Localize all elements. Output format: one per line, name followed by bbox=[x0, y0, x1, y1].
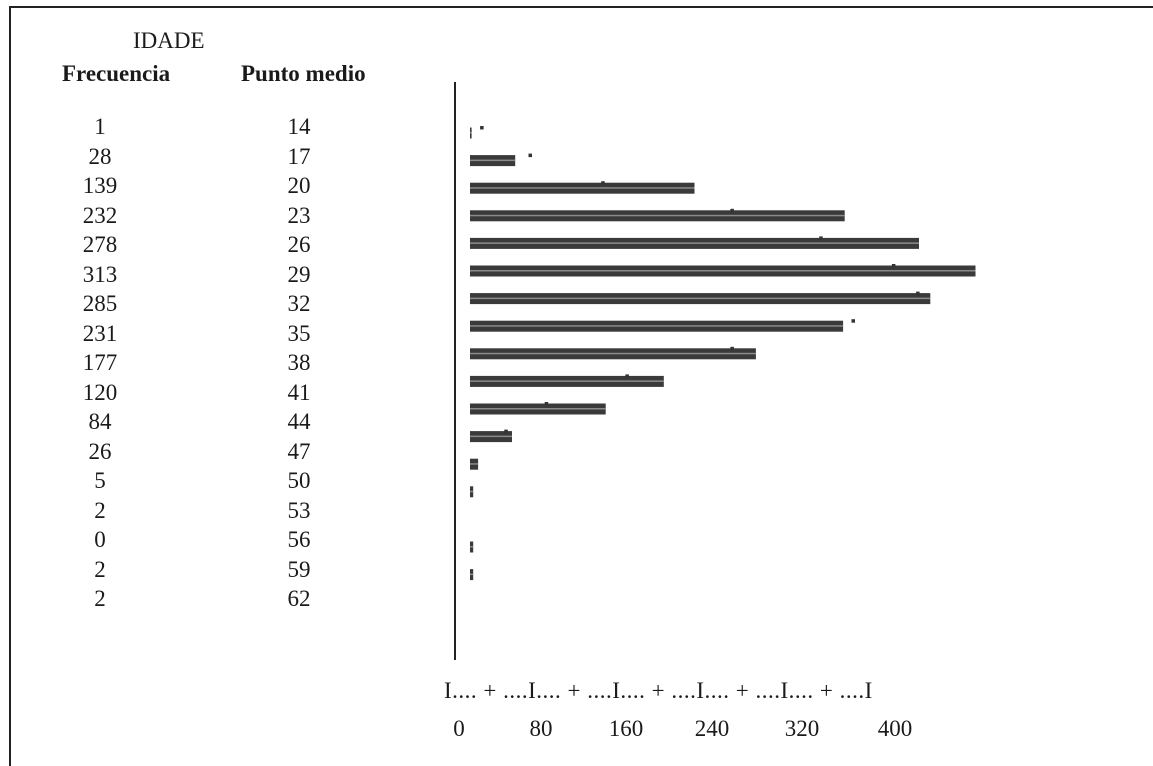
frequency-value: 139 bbox=[82, 173, 118, 198]
expected-marker bbox=[601, 181, 605, 185]
frequency-value: 5 bbox=[94, 468, 106, 493]
bar-texture bbox=[470, 214, 845, 217]
frequency-value: 1 bbox=[94, 114, 106, 139]
midpoint-value: 38 bbox=[287, 350, 311, 375]
frequency-value: 278 bbox=[82, 232, 118, 257]
midpoint-column: 14 17 20 23 26 29 32 35 38 41 44 47 50 53 56 59 62 bbox=[247, 112, 351, 614]
expected-marker bbox=[730, 346, 734, 351]
bar-texture bbox=[470, 435, 512, 438]
midpoint-value: 14 bbox=[287, 114, 311, 139]
expected-marker bbox=[528, 153, 532, 158]
midpoint-value: 59 bbox=[287, 556, 311, 582]
frequency-value: 177 bbox=[82, 350, 118, 375]
bar-texture bbox=[470, 242, 919, 244]
expected-marker bbox=[819, 236, 823, 240]
x-tick-label: 400 bbox=[877, 716, 913, 741]
x-tick-label: 80 bbox=[529, 716, 553, 741]
bar-texture bbox=[470, 325, 844, 327]
bar-texture bbox=[470, 159, 516, 162]
bar-texture bbox=[470, 546, 474, 548]
bar-texture bbox=[470, 352, 756, 355]
midpoint-value: 44 bbox=[287, 409, 311, 434]
frequency-value: 84 bbox=[88, 409, 112, 434]
frequency-header: Frecuencia bbox=[62, 61, 171, 86]
bar-texture bbox=[470, 297, 931, 300]
midpoint-value: 47 bbox=[287, 438, 311, 464]
midpoint-header: Punto medio bbox=[241, 61, 366, 86]
midpoint-value: 29 bbox=[287, 261, 311, 287]
expected-marker bbox=[851, 319, 855, 323]
expected-marker bbox=[891, 264, 896, 268]
midpoint-value: 32 bbox=[287, 291, 311, 316]
frequency-value: 231 bbox=[82, 320, 118, 346]
expected-marker bbox=[916, 291, 920, 296]
frequency-value: 313 bbox=[82, 261, 118, 287]
frequency-column: 1 28 139 232 278 313 285 231 177 120 84 26 5 2 0 2 2 bbox=[48, 112, 152, 614]
midpoint-value: 23 bbox=[287, 202, 311, 228]
expected-marker bbox=[625, 374, 629, 378]
table-title: IDADE bbox=[133, 28, 205, 53]
midpoint-value: 62 bbox=[287, 586, 311, 611]
frequency-value: 0 bbox=[94, 527, 106, 552]
midpoint-value: 35 bbox=[287, 320, 311, 346]
midpoint-value: 26 bbox=[287, 232, 311, 257]
frequency-value: 26 bbox=[88, 438, 112, 464]
midpoint-value: 56 bbox=[287, 527, 311, 552]
x-tick-label: 160 bbox=[608, 716, 644, 741]
bar-texture bbox=[470, 132, 472, 134]
bar-texture bbox=[470, 573, 474, 576]
bar-texture bbox=[470, 463, 479, 465]
midpoint-value: 20 bbox=[287, 173, 311, 198]
bar-texture bbox=[470, 380, 664, 382]
bar-texture bbox=[470, 490, 474, 493]
frequency-value: 232 bbox=[82, 202, 118, 228]
frequency-value: 285 bbox=[82, 291, 118, 316]
midpoint-value: 53 bbox=[287, 497, 311, 523]
expected-marker bbox=[504, 429, 508, 434]
expected-marker bbox=[480, 126, 484, 130]
bar-texture bbox=[470, 270, 976, 272]
frequency-value: 2 bbox=[94, 586, 106, 611]
frequency-value: 28 bbox=[88, 143, 112, 169]
x-tick-label: 240 bbox=[694, 716, 730, 741]
bar-texture bbox=[470, 408, 606, 410]
x-axis-scale: I.... + ....I.... + ....I.... + ....I...… bbox=[444, 678, 873, 703]
midpoint-value: 17 bbox=[287, 143, 311, 169]
x-tick-label: 0 bbox=[453, 716, 465, 741]
frequency-value: 2 bbox=[94, 556, 106, 582]
midpoint-value: 41 bbox=[287, 379, 311, 405]
figure-frame bbox=[9, 6, 1153, 766]
expected-marker bbox=[544, 402, 549, 406]
bar-texture bbox=[470, 187, 695, 189]
midpoint-value: 50 bbox=[287, 468, 311, 493]
frequency-value: 120 bbox=[82, 379, 118, 405]
frequency-value: 2 bbox=[94, 497, 106, 523]
expected-marker bbox=[730, 208, 734, 213]
x-tick-label: 320 bbox=[784, 716, 820, 741]
